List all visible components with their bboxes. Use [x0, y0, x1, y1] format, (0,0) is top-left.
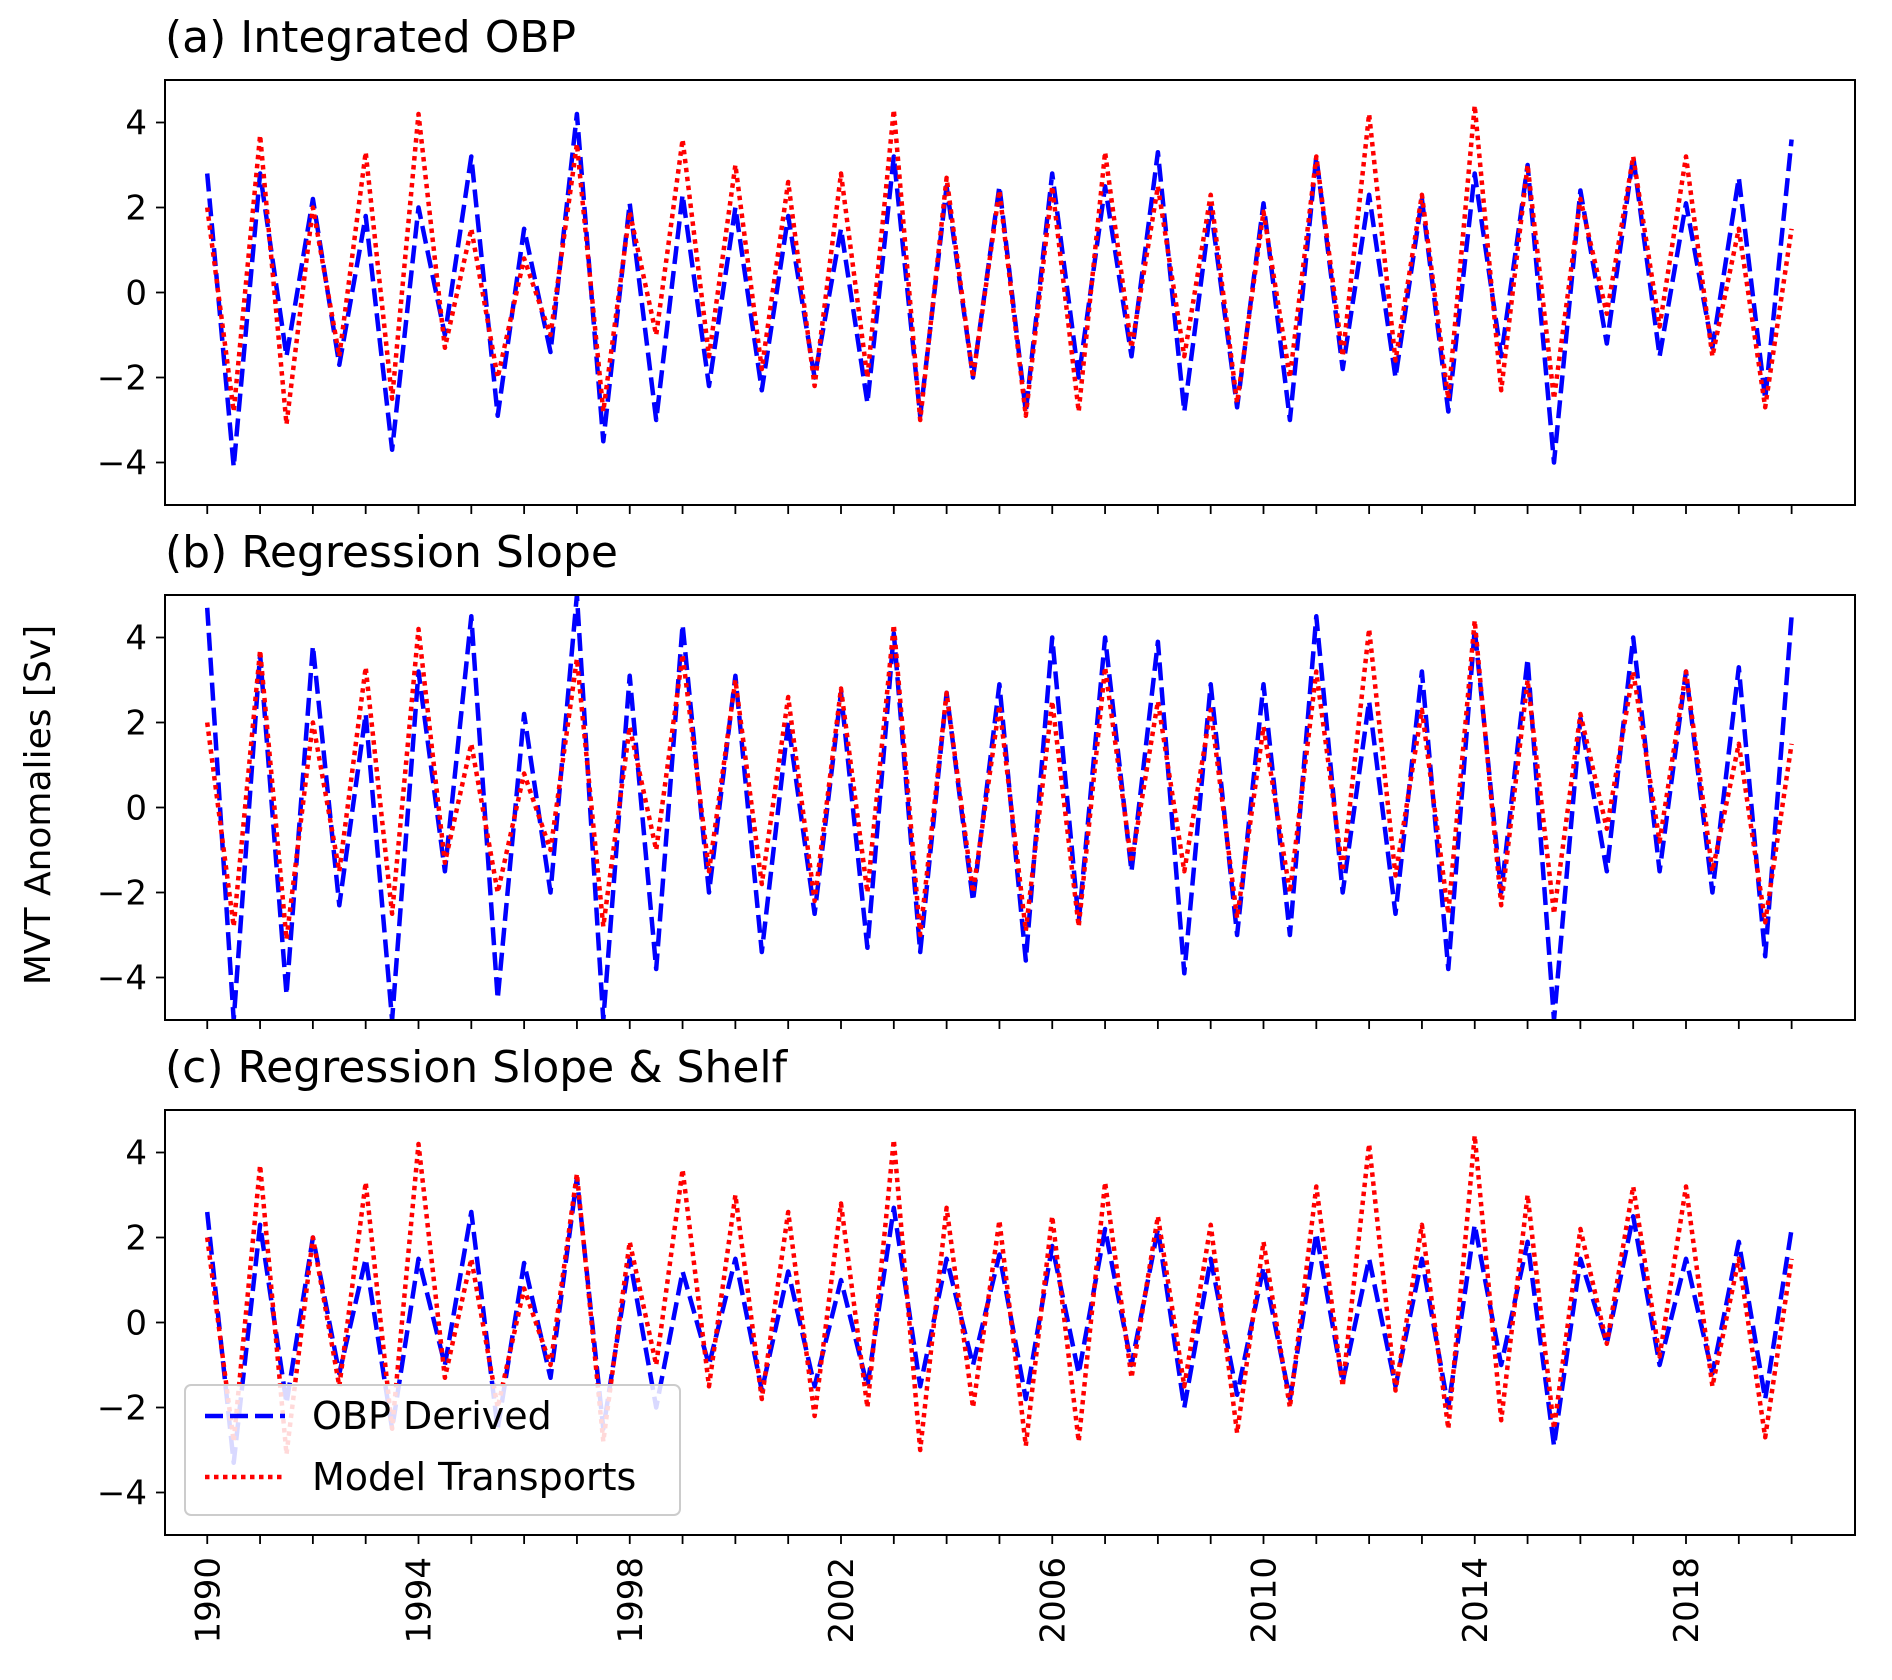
y-tick-label: 2 [125, 1219, 147, 1259]
panel-c: (c) Regression Slope & Shelf −4 −2 0 2 4 1990… [97, 1042, 1856, 1644]
series-line-obp-derived [204, 111, 1794, 470]
y-tick-label: −2 [97, 1389, 147, 1429]
y-axis-label: MVT Anomalies [Sv] [18, 625, 59, 985]
panel-b-title: (b) Regression Slope [165, 527, 618, 578]
x-tick-label: 2018 [1667, 1557, 1707, 1644]
panel-b: (b) Regression Slope −4 −2 0 2 4 [97, 527, 1856, 1029]
series-line-obp-derived [204, 595, 1794, 1020]
x-tick-label: 1994 [400, 1557, 440, 1644]
x-tick-label: 2014 [1456, 1557, 1496, 1644]
x-tick-label: 1998 [611, 1557, 651, 1644]
y-tick-label: −4 [97, 959, 147, 999]
y-tick-label: 4 [125, 1134, 147, 1174]
x-tick-label: 2002 [822, 1557, 862, 1644]
x-tick-label: 2010 [1245, 1557, 1285, 1644]
y-tick-label: 0 [125, 1304, 147, 1344]
y-tick-label: −4 [97, 1474, 147, 1514]
series-line-obp-derived [204, 1175, 1794, 1466]
series-line-model-transports [204, 618, 1794, 942]
legend-box [184, 1384, 681, 1516]
x-tick-label: 2006 [1033, 1557, 1073, 1644]
y-tick-label: 0 [125, 789, 147, 829]
legend-label-model-transports: Model Transports [312, 1455, 636, 1499]
panel-a-title: (a) Integrated OBP [165, 12, 576, 63]
y-tick-label: 2 [125, 704, 147, 744]
legend-label-obp-derived: OBP Derived [312, 1394, 552, 1438]
y-tick-label: 4 [125, 619, 147, 659]
x-tick-label: 1990 [188, 1557, 228, 1644]
panel-a: (a) Integrated OBP −4 −2 0 2 4 [97, 12, 1856, 514]
y-tick-label: 2 [125, 189, 147, 229]
y-tick-label: −2 [97, 874, 147, 914]
y-tick-label: −4 [97, 444, 147, 484]
y-tick-label: −2 [97, 359, 147, 399]
legend: OBP Derived Model Transports [184, 1384, 681, 1516]
series-line-model-transports [204, 103, 1794, 427]
y-tick-label: 4 [125, 104, 147, 144]
panel-c-title: (c) Regression Slope & Shelf [165, 1042, 789, 1093]
y-tick-label: 0 [125, 274, 147, 314]
